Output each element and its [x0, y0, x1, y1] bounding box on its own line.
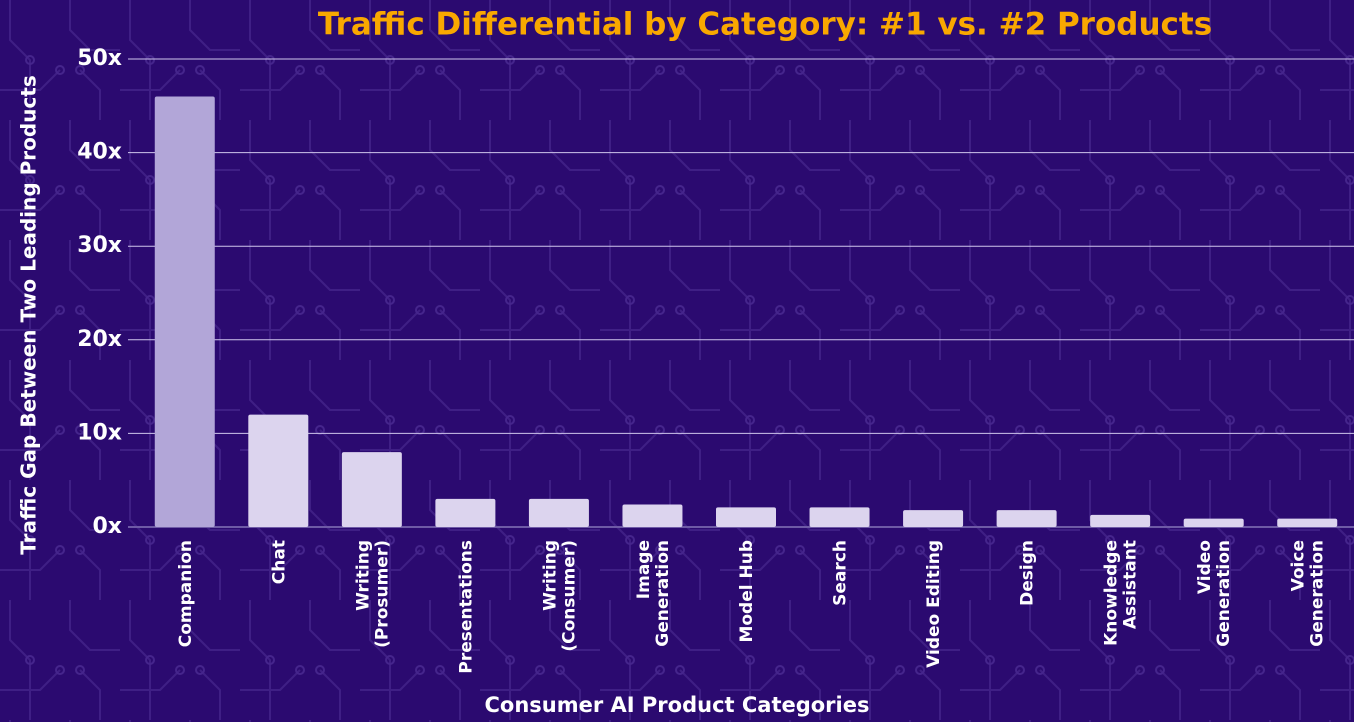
x-tick-label: Model Hub: [737, 540, 757, 643]
bar: [155, 96, 215, 527]
x-tick-label: Design: [1018, 540, 1038, 606]
x-tick-label: Companion: [176, 540, 196, 647]
bar: [342, 452, 402, 527]
bar: [1277, 519, 1337, 527]
x-tick-label: Chat: [269, 540, 289, 584]
chart: Traffic Differential by Category: #1 vs.…: [0, 0, 1354, 722]
bar: [716, 507, 776, 527]
y-tick-label: 50x: [77, 46, 122, 71]
bar: [529, 499, 589, 527]
y-tick-label: 0x: [93, 514, 123, 539]
x-tick-label: Video Editing: [924, 540, 944, 668]
bar: [435, 499, 495, 527]
y-tick-label: 30x: [77, 233, 122, 258]
bar: [903, 510, 963, 527]
x-tick-label: KnowledgeAssistant: [1102, 540, 1141, 646]
y-tick-label: 20x: [77, 327, 122, 352]
y-tick-label: 10x: [77, 420, 122, 445]
x-tick-label: Presentations: [456, 540, 476, 674]
bar: [622, 505, 682, 527]
y-axis-title: Traffic Gap Between Two Leading Products: [17, 75, 41, 555]
bar: [810, 507, 870, 527]
bar: [248, 415, 308, 527]
x-tick-label: Search: [831, 540, 851, 606]
x-axis-title: Consumer AI Product Categories: [485, 693, 870, 717]
chart-title: Traffic Differential by Category: #1 vs.…: [318, 7, 1212, 43]
bar: [1184, 519, 1244, 527]
bar: [997, 510, 1057, 527]
y-tick-label: 40x: [77, 140, 122, 165]
bar: [1090, 515, 1150, 527]
